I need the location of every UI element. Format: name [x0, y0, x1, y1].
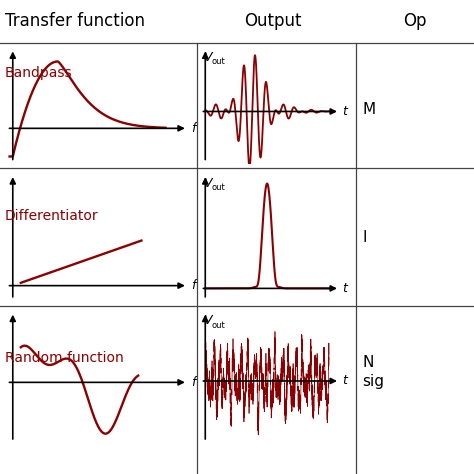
- Text: M: M: [363, 101, 376, 117]
- Text: t: t: [343, 374, 347, 387]
- Text: f: f: [191, 279, 196, 292]
- Text: out: out: [212, 321, 226, 330]
- Text: out: out: [212, 183, 226, 192]
- Text: Op: Op: [403, 12, 427, 30]
- Text: Transfer function: Transfer function: [5, 12, 145, 30]
- Text: Output: Output: [244, 12, 301, 30]
- Text: $V$: $V$: [203, 51, 215, 64]
- Text: f: f: [191, 122, 196, 135]
- Text: N: N: [363, 355, 374, 370]
- Text: t: t: [343, 282, 347, 295]
- Text: t: t: [343, 105, 347, 118]
- Text: Differentiator: Differentiator: [5, 209, 99, 223]
- Text: sig: sig: [363, 374, 384, 389]
- Text: Bandpass: Bandpass: [5, 66, 73, 81]
- Text: f: f: [191, 376, 196, 389]
- Text: out: out: [212, 57, 226, 66]
- Text: I: I: [363, 229, 367, 245]
- Text: $V$: $V$: [203, 314, 215, 328]
- Text: Random function: Random function: [5, 351, 124, 365]
- Text: $V$: $V$: [203, 177, 215, 190]
